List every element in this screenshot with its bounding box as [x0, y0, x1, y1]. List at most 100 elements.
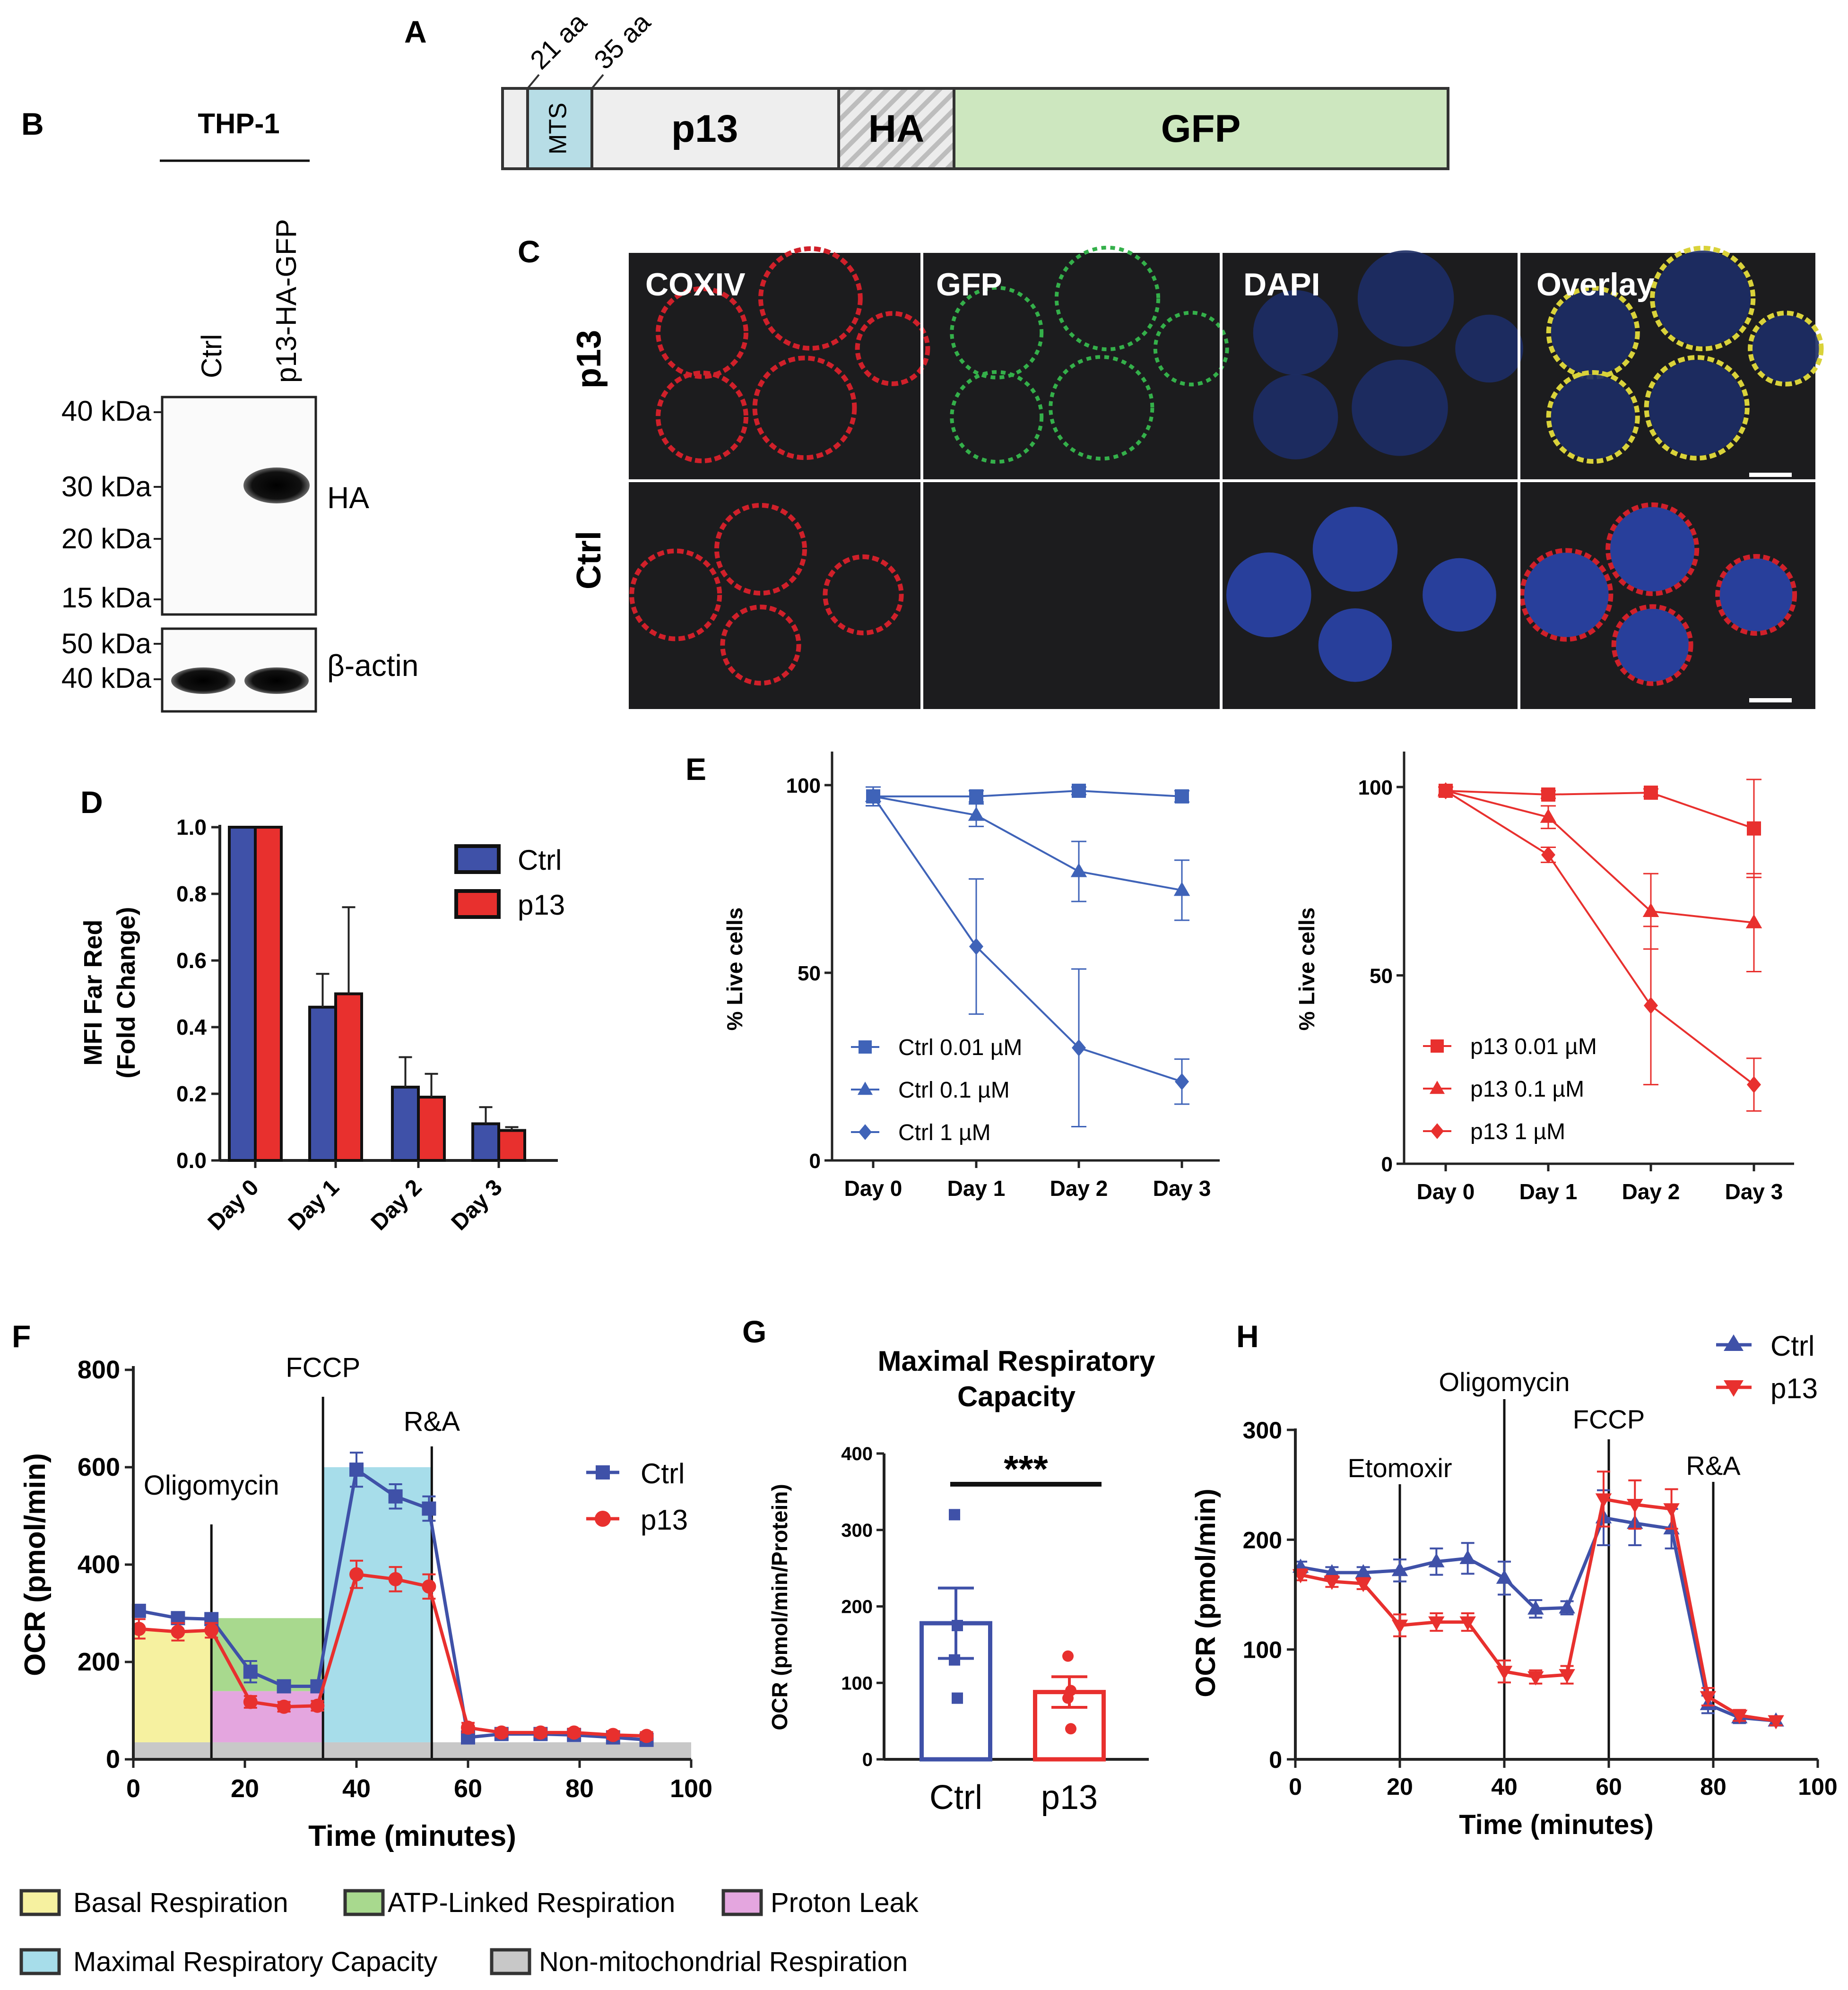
western-blot: THP-1 Ctrl p13-HA-GFP 40 kDa 30 kDa 20 k…: [61, 108, 418, 713]
chart-f-regions-legend: Basal Respiration ATP-Linked Respiration…: [19, 1887, 919, 1977]
data-point-ctrl-8: [422, 1501, 436, 1516]
marker-15kda: 15 kDa: [61, 582, 152, 614]
chart-d-xtick-label: Day 1: [284, 1175, 344, 1235]
legend-label: p13 0.01 µM: [1470, 1034, 1597, 1059]
data-point-p13-5: [310, 1698, 325, 1713]
data-point-1-3: [1173, 882, 1190, 896]
data-point-2-0: [1439, 782, 1453, 799]
legend-label: p13 1 µM: [1470, 1119, 1565, 1144]
column-label-coxiv: COXIV: [645, 267, 746, 303]
data-point-p13-3: [1391, 1619, 1408, 1634]
ytick-label: 400: [78, 1550, 120, 1579]
ytick-label: 100: [841, 1673, 873, 1694]
legend-marker: [1429, 1081, 1445, 1094]
data-point-p13-11: [1663, 1503, 1680, 1518]
legend-label-p13: p13: [518, 889, 565, 921]
legend-label: p13 0.1 µM: [1470, 1077, 1584, 1102]
xtick-label: Day 1: [947, 1176, 1006, 1201]
bar-p13-day2: [417, 1096, 446, 1162]
legend-marker: [859, 1124, 872, 1140]
xtick-label-p13: p13: [1041, 1779, 1098, 1817]
data-point-1-1: [1540, 808, 1557, 823]
construct-p13-segment: [590, 87, 840, 170]
cell-overlay-nucleus: [1551, 374, 1636, 459]
data-point-p13-0: [131, 1621, 146, 1636]
cell-overlay-ring: [1605, 502, 1700, 596]
series-line-1: [873, 795, 1182, 891]
legend-label: Ctrl 0.1 µM: [898, 1078, 1010, 1103]
data-point-0-3: [1175, 789, 1189, 804]
panel-label-e: E: [685, 752, 706, 787]
ytick-label: 0: [1269, 1747, 1282, 1773]
legend-marker-p13: [595, 1511, 611, 1527]
cell-dapi: [1357, 250, 1454, 347]
legend-swatch-ctrl: [454, 844, 501, 874]
data-point-2-1: [969, 938, 983, 955]
data-point-2-3: [1175, 1073, 1189, 1090]
legend-atp-swatch: [343, 1889, 385, 1916]
construct-gfp-segment: [953, 87, 1449, 170]
cell-overlay-nucleus: [1524, 553, 1609, 637]
column-label-dapi: DAPI: [1243, 267, 1320, 303]
cell-coxiv: [855, 311, 930, 386]
chart-d-ylabel-line1: MFI Far Red: [79, 919, 107, 1065]
cell-overlay-ring: [1748, 311, 1824, 387]
xtick-label: 100: [670, 1774, 712, 1803]
data-point-ctrl-6: [1496, 1569, 1513, 1584]
data-point-0-2: [1072, 783, 1086, 798]
data-point-p13-8: [1559, 1669, 1575, 1684]
legend-h-p13: p13: [1770, 1373, 1818, 1404]
chart-h-ylabel: OCR (pmol/min): [1190, 1488, 1221, 1697]
ytick-label: 100: [1358, 776, 1393, 799]
cell-coxiv: [629, 548, 722, 641]
chart-g-ylabel: OCR (pmol/min/Protein): [767, 1484, 792, 1730]
cell-overlay-nucleus: [1615, 608, 1689, 682]
xtick-label: 60: [1596, 1774, 1622, 1800]
data-point-ctrl-3: [1391, 1562, 1408, 1576]
series-line-0: [873, 789, 1182, 797]
xtick-label: Day 0: [844, 1176, 902, 1201]
band-label-ha: HA: [327, 481, 369, 515]
cell-overlay-ring: [1546, 370, 1640, 464]
data-point-p13-1: [1324, 1575, 1340, 1590]
marker-40kda-bottom: 40 kDa: [61, 662, 152, 694]
cell-overlay-nucleus: [1719, 558, 1793, 632]
legend-h-marker-ctrl: [1724, 1334, 1744, 1351]
data-point-1-2: [1070, 863, 1087, 877]
data-point-0-3: [1747, 821, 1761, 836]
annotation-35aa: 35 aa: [588, 7, 656, 75]
legend-h-ctrl: Ctrl: [1770, 1330, 1814, 1362]
data-point-2-2: [1072, 1039, 1086, 1056]
scale-bar-p13: [1749, 473, 1792, 477]
xtick-label: 0: [1289, 1774, 1302, 1800]
data-point-p13-10: [1627, 1498, 1643, 1513]
series-line-ctrl: [1300, 1515, 1776, 1723]
xtick-label: Day 3: [1153, 1176, 1211, 1201]
panel-label-b: B: [21, 106, 44, 141]
data-point-1-2: [1642, 903, 1659, 917]
data-point-2-1: [1541, 846, 1555, 864]
data-point-p13-4: [1428, 1616, 1445, 1631]
xtick-label: 80: [1700, 1774, 1727, 1800]
chart-h-legend: Ctrl p13: [1716, 1330, 1818, 1404]
ytick-label: 800: [78, 1356, 120, 1384]
bar-p13-day3: [497, 1129, 526, 1162]
cell-dapi: [1312, 507, 1398, 592]
chart-d-xtick-label: Day 0: [203, 1175, 264, 1235]
row-label-p13: p13: [570, 330, 608, 389]
data-point-0-1: [1541, 787, 1555, 802]
data-point-2-3: [1747, 1076, 1761, 1093]
bar-p13-day1: [334, 992, 363, 1162]
xtick-label: 60: [454, 1774, 482, 1803]
data-point-p13-2: [1355, 1578, 1371, 1592]
ytick-label: 50: [1370, 965, 1393, 988]
annotation-tick-35aa: [591, 74, 604, 89]
legend-maximal-swatch: [19, 1948, 61, 1975]
legend-marker: [859, 1040, 872, 1054]
data-point-ctrl-1: [1324, 1564, 1340, 1579]
construct-diagram: MTS p13 HA GFP 21 aa 35 aa: [501, 7, 1449, 170]
band-actin-p13: [244, 667, 309, 694]
cell-coxiv: [823, 554, 904, 636]
cell-overlay-nucleus: [1655, 251, 1751, 346]
ytick-label: 300: [841, 1520, 873, 1541]
